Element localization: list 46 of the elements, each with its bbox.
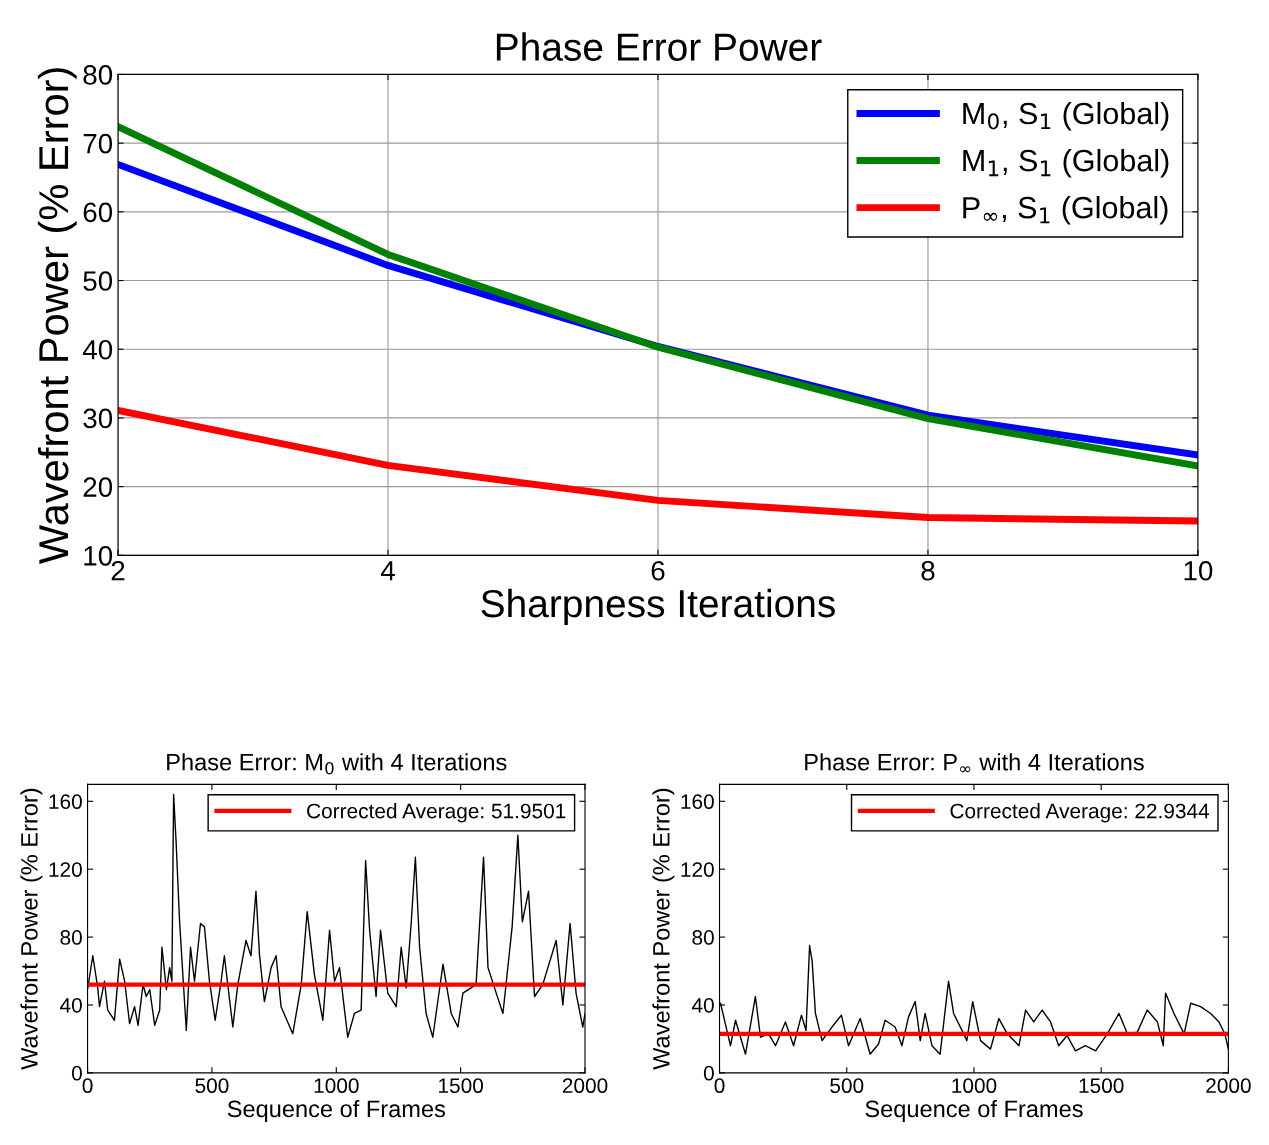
y-tick-label: 80 [60, 930, 82, 945]
x-axis-title: Sequence of Frames [227, 1099, 446, 1122]
x-tick-label: 1000 [314, 1078, 359, 1094]
legend-label: M$_{0}$, S$_{1}$ (Global) [963, 101, 1169, 131]
y-tick-label: 40 [691, 997, 714, 1013]
x-tick-label: 1000 [952, 1078, 997, 1094]
y-tick-label: 20 [83, 477, 113, 497]
x-axis-title: Sequence of Frames [865, 1099, 1083, 1122]
y-axis-title: Wavefront Power (% Error) [20, 788, 43, 1070]
x-tick-label: 1500 [1079, 1078, 1124, 1094]
x-tick-label: 1500 [439, 1078, 484, 1094]
y-tick-label: 10 [84, 545, 113, 566]
legend-label: Corrected Average: 22.9344 [950, 803, 1210, 823]
y-tick-label: 60 [83, 202, 113, 223]
y-axis-title: Wavefront Power (% Error) [37, 68, 77, 564]
x-tick-label: 0 [714, 1078, 725, 1094]
x-tick-label: 8 [921, 560, 935, 581]
y-tick-label: 50 [83, 271, 113, 291]
legend-label: M$_{1}$, S$_{1}$ (Global) [963, 148, 1169, 178]
y-tick-label: 160 [681, 794, 714, 810]
y-tick-label: 30 [83, 408, 113, 429]
y-tick-label: 120 [681, 862, 714, 877]
chart-title: Phase Error: M$_{0}$ with 4 Iterations [167, 753, 507, 775]
legend-label: Corrected Average: 51.9501 [307, 803, 566, 823]
x-tick-label: 2000 [562, 1078, 608, 1094]
y-tick-label: 80 [83, 65, 113, 85]
x-tick-label: 4 [380, 561, 395, 581]
x-tick-label: 2 [111, 560, 125, 581]
x-tick-label: 500 [195, 1078, 229, 1094]
x-tick-label: 10 [1184, 560, 1213, 581]
x-tick-label: 500 [830, 1078, 864, 1094]
y-tick-label: 40 [82, 339, 113, 360]
y-tick-label: 70 [83, 133, 113, 154]
y-tick-label: 0 [703, 1065, 714, 1081]
chart-title: Phase Error: P$_{∞}$ with 4 Iterations [805, 753, 1144, 773]
y-tick-label: 160 [49, 794, 82, 810]
y-tick-label: 0 [71, 1065, 82, 1081]
legend-label: P$_{∞}$, S$_{1}$ (Global) [963, 196, 1168, 225]
x-axis-title: Sharpness Iterations [481, 588, 835, 626]
y-tick-label: 120 [49, 862, 82, 877]
x-tick-label: 2000 [1206, 1078, 1251, 1094]
y-tick-label: 80 [692, 930, 714, 945]
y-tick-label: 40 [60, 997, 82, 1013]
y-axis-title: Wavefront Power (% Error) [652, 788, 675, 1070]
x-tick-label: 6 [651, 560, 665, 581]
chart-title: Phase Error Power [496, 32, 822, 61]
